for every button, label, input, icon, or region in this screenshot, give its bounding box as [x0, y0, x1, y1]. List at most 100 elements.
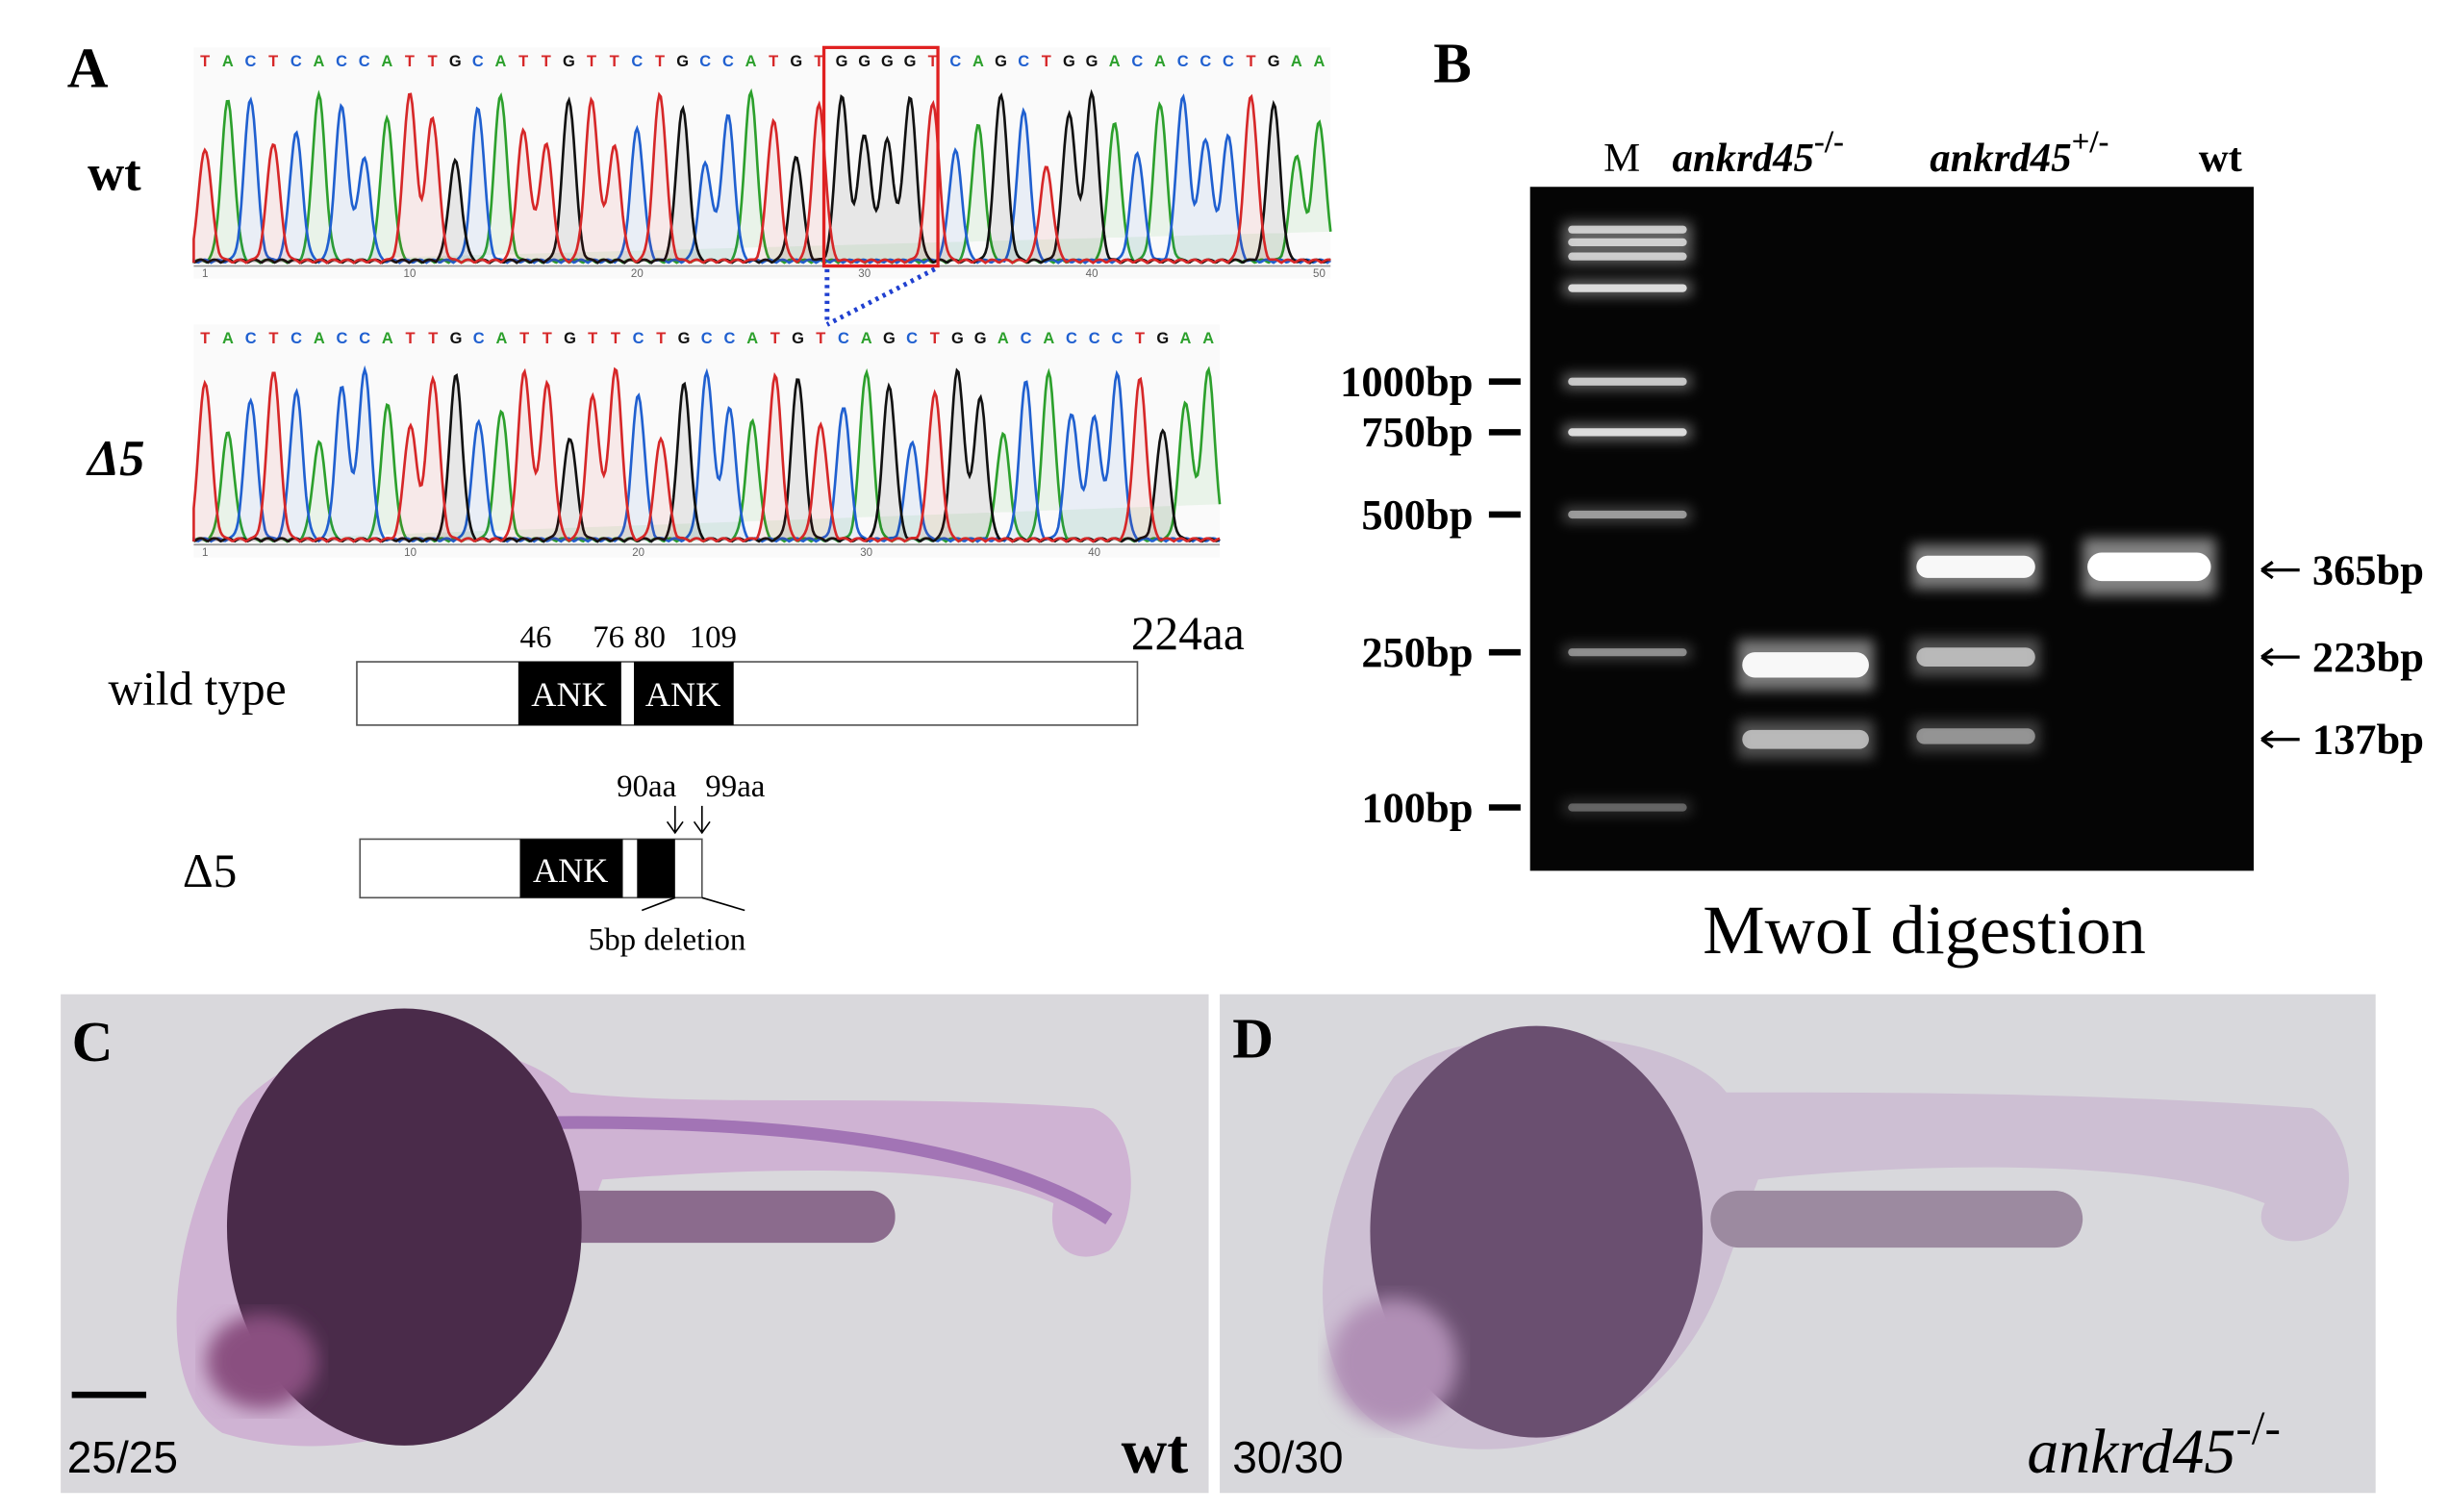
base: A — [381, 53, 392, 70]
count: 25/25 — [67, 1432, 178, 1482]
base: A — [1109, 53, 1121, 70]
genotype-sup: -/- — [2235, 1401, 2281, 1454]
band — [1568, 238, 1687, 246]
base: T — [769, 53, 778, 70]
genotype: wt — [1122, 1417, 1189, 1487]
domain-label: ANK — [645, 675, 720, 714]
gel-bands — [1563, 221, 2216, 816]
base: C — [245, 53, 257, 70]
base: C — [1111, 330, 1123, 347]
panel-label: A — [67, 37, 109, 100]
genotype-name: ankrd45 — [2027, 1417, 2235, 1487]
base: C — [949, 53, 961, 70]
base: T — [1247, 53, 1256, 70]
base: C — [631, 53, 643, 70]
base: T — [428, 330, 438, 347]
mut-label: Δ5 — [86, 431, 144, 487]
base: A — [313, 53, 324, 70]
ladder-label: 500bp — [1361, 491, 1473, 539]
ladder-label: 750bp — [1361, 408, 1473, 456]
ladder-ticks — [1488, 378, 1521, 811]
base: T — [268, 53, 278, 70]
base: C — [633, 330, 644, 347]
genotype: ankrd45-/- — [2027, 1401, 2281, 1487]
band — [1568, 252, 1687, 261]
position: 76 — [593, 620, 624, 655]
base: T — [406, 330, 416, 347]
position: 90aa — [617, 769, 677, 804]
position: 30 — [858, 268, 871, 280]
base: C — [723, 330, 735, 347]
base: G — [564, 330, 576, 347]
band-label: 223bp — [2312, 633, 2424, 681]
base: T — [1135, 330, 1145, 347]
base: C — [1089, 330, 1100, 347]
base: A — [972, 53, 984, 70]
base: C — [359, 330, 370, 347]
base: T — [928, 53, 938, 70]
base: C — [1018, 53, 1029, 70]
band — [1568, 377, 1687, 386]
position: 20 — [631, 268, 644, 280]
base: T — [519, 330, 529, 347]
base: C — [473, 330, 485, 347]
base: T — [611, 330, 620, 347]
trace — [192, 91, 1331, 265]
base: A — [861, 330, 872, 347]
base: C — [1131, 53, 1143, 70]
domain — [634, 662, 734, 725]
base: A — [746, 330, 758, 347]
band — [1916, 647, 2035, 667]
position: 46 — [520, 620, 552, 655]
lane-sup: +/- — [2072, 125, 2109, 160]
band — [1568, 284, 1687, 292]
base: C — [472, 53, 484, 70]
base: A — [745, 53, 757, 70]
base: T — [610, 53, 619, 70]
domain — [519, 839, 623, 898]
lane-label: M — [1603, 136, 1640, 181]
base: T — [816, 330, 825, 347]
band — [1742, 729, 1869, 749]
base: G — [883, 330, 896, 347]
base: C — [359, 53, 370, 70]
base: A — [997, 330, 1009, 347]
lane-label: ankrd45-/- — [1672, 125, 1843, 181]
deletion-note: 5bp deletion — [589, 923, 746, 958]
base: C — [1066, 330, 1077, 347]
position: 30 — [860, 547, 872, 559]
arrows — [666, 805, 711, 835]
base: T — [587, 53, 596, 70]
base: C — [290, 330, 302, 347]
base: A — [222, 53, 234, 70]
domain — [637, 839, 675, 898]
lane-label: ankrd45+/- — [1930, 125, 2108, 181]
panel-label: C — [72, 1010, 114, 1073]
lane-name: ankrd45 — [1672, 136, 1813, 181]
ladder-label: 100bp — [1361, 783, 1473, 831]
base: G — [1086, 53, 1098, 70]
base: G — [995, 53, 1007, 70]
position: 109 — [690, 620, 737, 655]
position: 40 — [1086, 268, 1098, 280]
base: G — [881, 53, 894, 70]
band-glow — [1563, 643, 1692, 661]
panel-label: B — [1433, 32, 1472, 95]
base: A — [1043, 330, 1054, 347]
band-label: 365bp — [2312, 545, 2424, 593]
wt-label: wt — [88, 146, 141, 202]
base: T — [655, 53, 665, 70]
base: G — [858, 53, 871, 70]
base: A — [495, 53, 507, 70]
lane-label: wt — [2199, 136, 2243, 181]
position: 40 — [1088, 547, 1100, 559]
band — [1568, 225, 1687, 234]
base: G — [678, 330, 691, 347]
band-glow — [1911, 719, 2040, 752]
gel — [1529, 187, 2254, 871]
base: T — [588, 330, 597, 347]
position: 1 — [202, 268, 208, 280]
